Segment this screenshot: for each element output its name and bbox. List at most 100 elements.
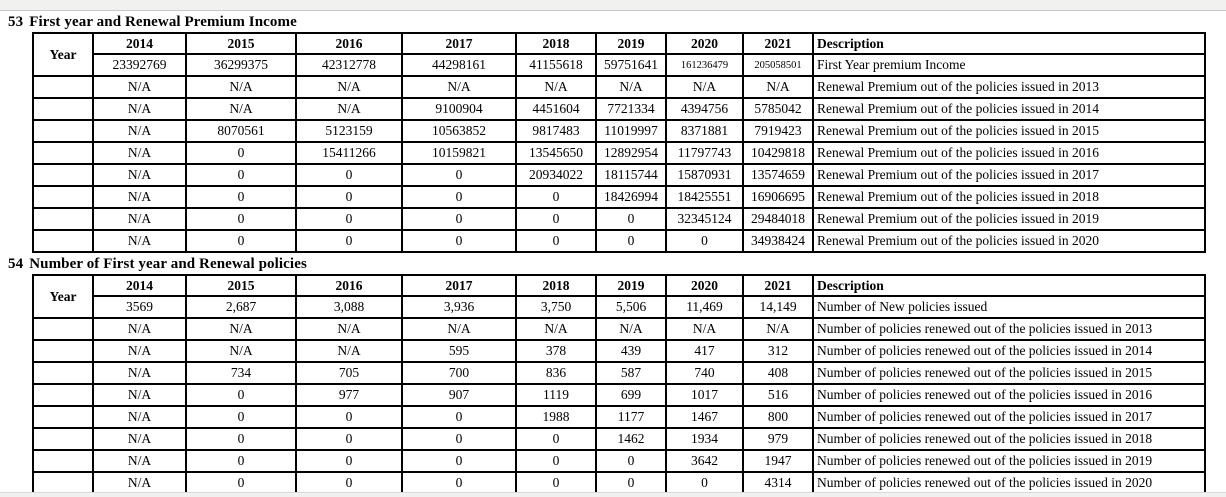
year-header-cell: 2021 (742, 32, 814, 55)
value-cell: N/A (92, 141, 187, 165)
value-cell: 3,750 (515, 295, 597, 319)
value-cell: 0 (595, 449, 667, 473)
premium-income-table: Year 2014 2015 2016 2017 2018 2019 2020 2021 Desc… (32, 32, 1206, 253)
value-cell: 907 (401, 383, 517, 407)
value-cell: 0 (401, 427, 517, 451)
value-cell: 0 (401, 207, 517, 231)
table-row: N/A 0 15411266 10159821 13545650 12892954 1179… (32, 141, 1206, 165)
value-cell: N/A (92, 75, 187, 99)
value-cell: 36299375 (185, 53, 297, 77)
value-cell: 0 (401, 405, 517, 429)
table-row: 23392769 36299375 42312778 44298161 41155618… (33, 53, 1206, 77)
value-cell: 0 (185, 383, 297, 407)
value-cell: 5,506 (595, 295, 667, 319)
value-cell: 0 (665, 471, 744, 495)
value-cell: 32345124 (665, 207, 744, 231)
description-cell: Renewal Premium out of the policies issu… (812, 75, 1206, 99)
value-cell: 0 (401, 163, 517, 187)
value-cell: 5123159 (295, 119, 403, 143)
value-cell: 312 (742, 339, 814, 363)
value-cell: 417 (665, 339, 744, 363)
table-row: N/A 0 0 0 0 0 0 4314 Number of policies renewed … (32, 471, 1206, 495)
description-cell: Number of policies renewed out of the po… (812, 317, 1206, 341)
year-label-cell (32, 317, 94, 341)
value-cell: N/A (295, 317, 403, 341)
table-row: N/A 0 977 907 1119 699 1017 516 Number of polici… (32, 383, 1206, 407)
value-cell: 7721334 (595, 97, 667, 121)
value-cell: 734 (185, 361, 297, 385)
section-54-policy-counts: 54 Number of First year and Renewal polic… (0, 256, 1226, 495)
value-cell: 23392769 (92, 53, 187, 77)
value-cell: N/A (595, 75, 667, 99)
value-cell: 12892954 (595, 141, 667, 165)
section-title: 54 Number of First year and Renewal polic… (8, 256, 1226, 273)
table-row: N/A N/A N/A N/A N/A N/A N/A N/A Number of polici… (32, 317, 1206, 341)
year-column-header: Year (32, 32, 94, 77)
year-header-cell: 2014 (92, 274, 187, 297)
year-label-cell (32, 449, 94, 473)
value-cell: 1467 (665, 405, 744, 429)
value-cell: 0 (185, 471, 297, 495)
value-cell: 516 (742, 383, 814, 407)
value-cell: 836 (515, 361, 597, 385)
value-cell: N/A (665, 75, 744, 99)
value-cell: 161236479 (665, 53, 744, 77)
value-cell: 0 (185, 449, 297, 473)
value-cell: 15411266 (295, 141, 403, 165)
value-cell: N/A (401, 75, 517, 99)
value-cell: 18426994 (595, 185, 667, 209)
value-cell: 699 (595, 383, 667, 407)
section-53-premium-income: 53 First year and Renewal Premium Income … (0, 14, 1226, 253)
year-header-cell: 2018 (515, 32, 597, 55)
description-cell: Number of policies renewed out of the po… (812, 339, 1206, 363)
year-header-cell: 2021 (742, 274, 814, 297)
value-cell: 0 (515, 427, 597, 451)
value-cell: 3569 (92, 295, 187, 319)
value-cell: N/A (92, 361, 187, 385)
value-cell: 1934 (665, 427, 744, 451)
value-cell: 0 (295, 471, 403, 495)
value-cell: N/A (92, 185, 187, 209)
description-cell: Renewal Premium out of the policies issu… (812, 185, 1206, 209)
year-label-cell (32, 339, 94, 363)
description-cell: Renewal Premium out of the policies issu… (812, 119, 1206, 143)
section-number: 53 (8, 14, 24, 30)
value-cell: 59751641 (595, 53, 667, 77)
description-column-header: Description (812, 274, 1206, 297)
year-header-cell: 2020 (665, 32, 744, 55)
value-cell: 42312778 (295, 53, 403, 77)
year-header-cell: 2019 (595, 274, 667, 297)
table-row: N/A N/A N/A 9100904 4451604 7721334 4394756 578… (32, 97, 1206, 121)
description-cell: Number of policies renewed out of the po… (812, 361, 1206, 385)
value-cell: N/A (515, 317, 597, 341)
value-cell: N/A (92, 471, 187, 495)
year-header-cell: 2014 (92, 32, 187, 55)
value-cell: 10429818 (742, 141, 814, 165)
description-cell: Number of policies renewed out of the po… (812, 427, 1206, 451)
top-gray-strip (0, 0, 1226, 11)
value-cell: N/A (92, 163, 187, 187)
value-cell: 18115744 (595, 163, 667, 187)
value-cell: 0 (185, 229, 297, 253)
value-cell: 16906695 (742, 185, 814, 209)
value-cell: 0 (185, 185, 297, 209)
value-cell: 20934022 (515, 163, 597, 187)
value-cell: 1119 (515, 383, 597, 407)
year-header-cell: 2015 (185, 274, 297, 297)
value-cell: 0 (295, 449, 403, 473)
value-cell: 3,936 (401, 295, 517, 319)
table-header-row: Year 2014 2015 2016 2017 2018 2019 2020 2021 Desc… (32, 32, 1206, 77)
table-row: N/A 0 0 0 0 18426994 18425551 16906695 Renewal P… (32, 185, 1206, 209)
value-cell: N/A (92, 383, 187, 407)
year-label-cell (32, 119, 94, 143)
value-cell: 0 (295, 427, 403, 451)
value-cell: 1947 (742, 449, 814, 473)
value-cell: 0 (185, 141, 297, 165)
value-cell: 34938424 (742, 229, 814, 253)
value-cell: 1177 (595, 405, 667, 429)
value-cell: 10159821 (401, 141, 517, 165)
value-cell: 705 (295, 361, 403, 385)
value-cell: N/A (401, 317, 517, 341)
year-header-cell: 2017 (401, 32, 517, 55)
value-cell: 15870931 (665, 163, 744, 187)
